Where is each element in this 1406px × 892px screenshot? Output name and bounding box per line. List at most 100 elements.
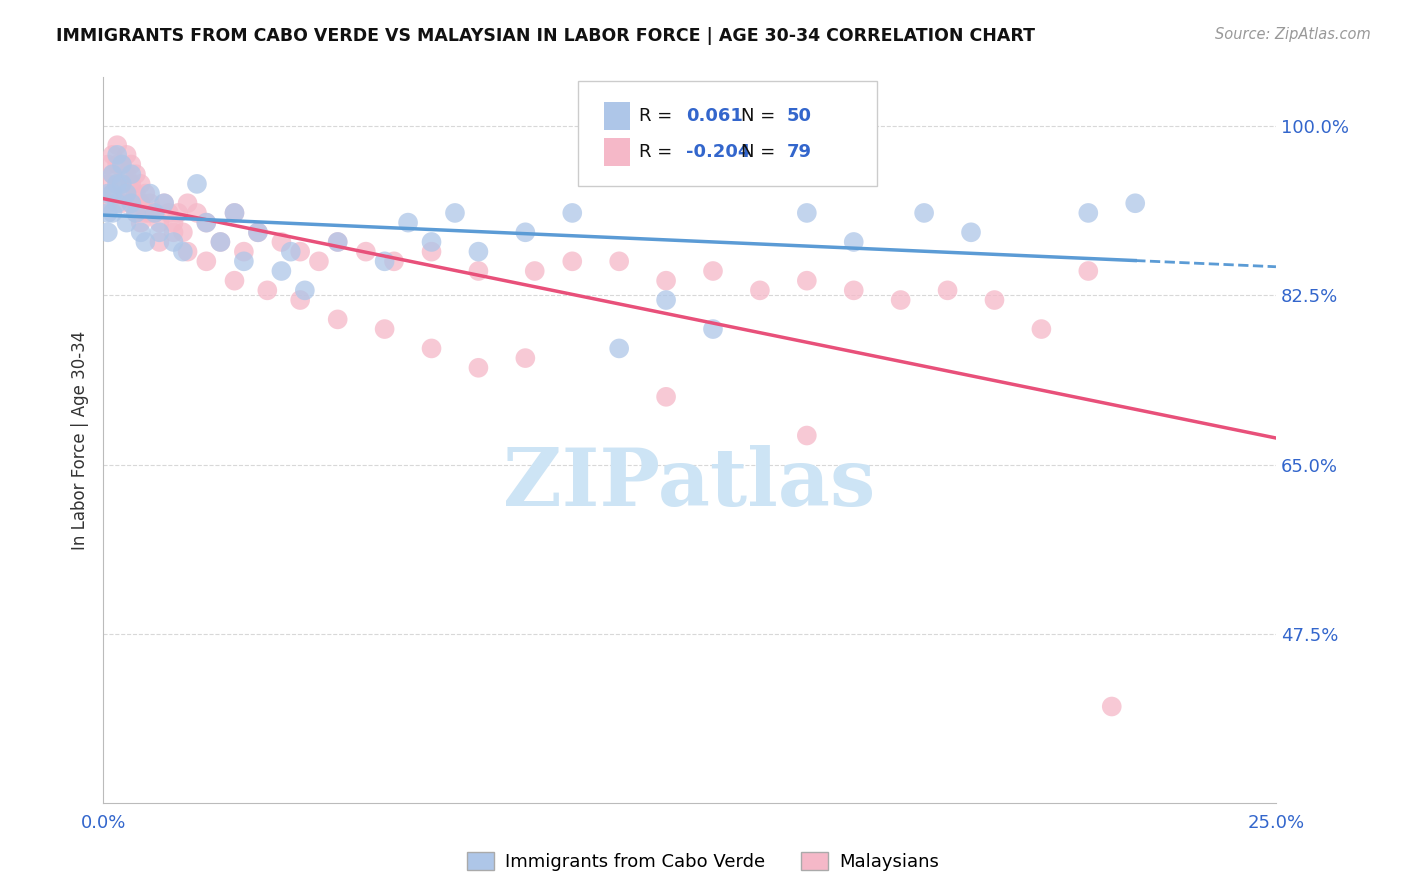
Point bbox=[607, 342, 630, 356]
Point bbox=[143, 206, 166, 220]
Point bbox=[702, 264, 724, 278]
Point bbox=[115, 186, 138, 201]
Point bbox=[105, 196, 128, 211]
Point bbox=[224, 206, 246, 220]
Point bbox=[326, 235, 349, 249]
Point bbox=[97, 177, 120, 191]
Text: -0.204: -0.204 bbox=[686, 144, 751, 161]
Point bbox=[97, 186, 120, 201]
Point bbox=[607, 254, 630, 268]
Point bbox=[162, 235, 184, 249]
Point bbox=[890, 293, 912, 307]
Text: 0.061: 0.061 bbox=[686, 107, 742, 125]
Text: N =: N = bbox=[741, 107, 775, 125]
Point bbox=[796, 274, 818, 288]
Text: N =: N = bbox=[741, 144, 775, 161]
Text: R =: R = bbox=[640, 107, 672, 125]
Point bbox=[101, 148, 124, 162]
Point bbox=[288, 293, 311, 307]
Point bbox=[224, 274, 246, 288]
Point bbox=[396, 216, 419, 230]
Point bbox=[224, 206, 246, 220]
Point bbox=[162, 225, 184, 239]
Point bbox=[960, 225, 983, 239]
Point bbox=[125, 186, 148, 201]
Point bbox=[120, 157, 142, 171]
Point bbox=[270, 264, 292, 278]
Point bbox=[105, 177, 128, 191]
Point bbox=[270, 235, 292, 249]
Point bbox=[655, 390, 678, 404]
Point bbox=[101, 186, 124, 201]
Point bbox=[1077, 206, 1099, 220]
Point bbox=[467, 264, 489, 278]
Point bbox=[167, 206, 190, 220]
Point bbox=[134, 206, 156, 220]
Point bbox=[326, 312, 349, 326]
Point bbox=[936, 284, 959, 298]
Point bbox=[382, 254, 405, 268]
Point bbox=[111, 177, 134, 191]
Point bbox=[111, 177, 134, 191]
Point bbox=[186, 206, 208, 220]
Point bbox=[115, 186, 138, 201]
Point bbox=[129, 177, 152, 191]
Point bbox=[420, 342, 443, 356]
Point bbox=[209, 235, 232, 249]
Point bbox=[125, 206, 148, 220]
Y-axis label: In Labor Force | Age 30-34: In Labor Force | Age 30-34 bbox=[72, 331, 89, 550]
Point bbox=[374, 254, 396, 268]
Point bbox=[1077, 264, 1099, 278]
Point bbox=[105, 138, 128, 153]
Point bbox=[157, 206, 180, 220]
Point bbox=[983, 293, 1005, 307]
Point bbox=[515, 225, 537, 239]
Point bbox=[176, 244, 198, 259]
Text: 50: 50 bbox=[787, 107, 811, 125]
Point bbox=[101, 206, 124, 220]
Point bbox=[1101, 699, 1123, 714]
Point bbox=[97, 206, 120, 220]
Point bbox=[195, 216, 218, 230]
FancyBboxPatch shape bbox=[605, 138, 630, 166]
Point bbox=[97, 225, 120, 239]
Point bbox=[134, 235, 156, 249]
Point bbox=[115, 167, 138, 181]
Point bbox=[288, 244, 311, 259]
Point bbox=[125, 206, 148, 220]
Point bbox=[172, 244, 194, 259]
Point bbox=[101, 167, 124, 181]
Point bbox=[444, 206, 467, 220]
Point bbox=[561, 254, 583, 268]
FancyBboxPatch shape bbox=[578, 81, 877, 186]
Point bbox=[655, 274, 678, 288]
Point bbox=[111, 157, 134, 171]
Legend: Immigrants from Cabo Verde, Malaysians: Immigrants from Cabo Verde, Malaysians bbox=[460, 845, 946, 879]
Point bbox=[129, 225, 152, 239]
Point bbox=[139, 186, 162, 201]
Point bbox=[195, 216, 218, 230]
Point bbox=[326, 235, 349, 249]
Point bbox=[308, 254, 330, 268]
Point bbox=[209, 235, 232, 249]
Point bbox=[796, 428, 818, 442]
Text: R =: R = bbox=[640, 144, 672, 161]
Point bbox=[153, 196, 176, 211]
Point bbox=[120, 177, 142, 191]
Point bbox=[748, 284, 770, 298]
Point bbox=[148, 235, 170, 249]
Point bbox=[120, 196, 142, 211]
Point bbox=[105, 177, 128, 191]
Point bbox=[111, 157, 134, 171]
Point bbox=[256, 284, 278, 298]
Point bbox=[232, 244, 254, 259]
Point bbox=[129, 216, 152, 230]
Point bbox=[186, 177, 208, 191]
Point bbox=[153, 196, 176, 211]
Point bbox=[125, 167, 148, 181]
Point bbox=[467, 244, 489, 259]
Point bbox=[246, 225, 269, 239]
Point bbox=[561, 206, 583, 220]
Point bbox=[842, 284, 865, 298]
Point bbox=[143, 206, 166, 220]
